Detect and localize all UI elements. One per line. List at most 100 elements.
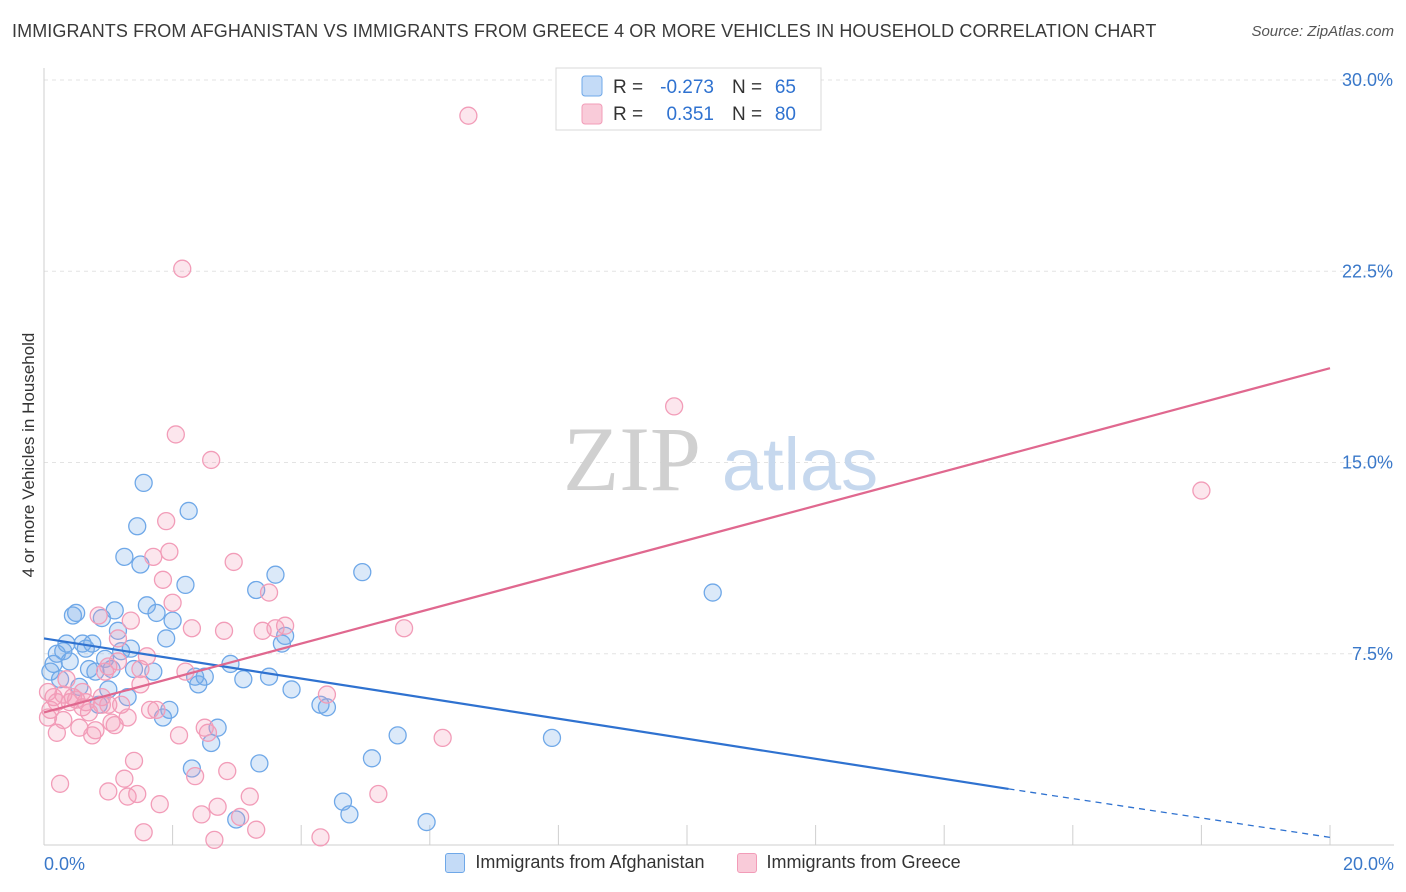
point-greece-34	[147, 700, 166, 719]
point-greece-24	[115, 769, 134, 788]
point-greece-33	[144, 547, 163, 566]
point-greece-22	[108, 652, 128, 671]
point-greece-26	[121, 611, 140, 630]
point-greece-32	[140, 700, 160, 719]
point-greece-15	[86, 721, 105, 740]
point-afghanistan-49	[259, 667, 279, 686]
point-greece-76	[108, 629, 128, 648]
point-greece-49	[202, 450, 221, 470]
point-afghanistan-46	[234, 670, 253, 689]
point-afghanistan-8	[67, 603, 86, 623]
point-greece-45	[185, 767, 205, 786]
stats-legend: R = -0.273 N = 65 R = 0.351 N = 80	[555, 67, 822, 131]
point-afghanistan-29	[134, 473, 153, 493]
y-tick-labels: 7.5% 15.0% 22.5% 30.0%	[1342, 70, 1393, 664]
watermark-zip: ZIP	[563, 408, 701, 510]
point-greece-43	[176, 662, 195, 681]
point-greece-65	[394, 619, 414, 638]
point-greece-4	[50, 774, 70, 793]
point-greece-19	[99, 657, 118, 676]
chart-title: IMMIGRANTS FROM AFGHANISTAN VS IMMIGRANT…	[12, 21, 1157, 41]
point-greece-50	[205, 830, 224, 850]
point-greece-18	[95, 662, 115, 681]
legend-label-afghanistan: Immigrants from Afghanistan	[475, 852, 705, 872]
series-legend: Immigrants from Afghanistan Immigrants f…	[0, 852, 1406, 873]
point-afghanistan-53	[282, 680, 301, 699]
point-greece-52	[214, 621, 234, 640]
point-afghanistan-38	[179, 501, 198, 521]
point-greece-6	[57, 670, 76, 689]
point-greece-69	[1192, 481, 1211, 500]
point-afghanistan-35	[160, 700, 179, 719]
x-tick-label-min: 0.0%	[44, 854, 85, 874]
axes	[43, 68, 1394, 846]
point-greece-56	[240, 787, 259, 806]
point-greece-46	[192, 805, 211, 824]
legend-swatch-greece	[736, 852, 757, 873]
trend-line-afghanistan	[43, 637, 1009, 790]
stats-swatch-afghanistan	[581, 75, 603, 97]
y-tick-label-3: 30.0%	[1342, 70, 1393, 90]
stats-r-value-afghanistan: -0.273	[660, 77, 714, 98]
point-afghanistan-63	[703, 583, 722, 602]
point-afghanistan-58	[353, 563, 372, 582]
point-afghanistan-27	[128, 517, 147, 536]
point-greece-66	[433, 728, 452, 748]
point-afghanistan-48	[250, 754, 269, 773]
point-greece-64	[369, 784, 388, 804]
point-greece-72	[47, 723, 67, 742]
point-afghanistan-43	[202, 733, 221, 753]
point-greece-16	[89, 606, 108, 625]
point-afghanistan-42	[195, 667, 214, 686]
trend-line-afghanistan-extension	[1008, 788, 1331, 838]
legend-item-afghanistan: Immigrants from Afghanistan	[445, 852, 705, 873]
point-greece-40	[166, 425, 185, 444]
point-greece-14	[83, 726, 102, 745]
point-greece-28	[128, 784, 147, 804]
point-afghanistan-36	[163, 611, 182, 630]
point-afghanistan-50	[266, 565, 285, 584]
point-afghanistan-3	[50, 670, 70, 689]
point-greece-44	[182, 619, 202, 638]
point-greece-61	[275, 616, 295, 635]
point-greece-36	[153, 570, 173, 589]
trend-line-greece	[43, 367, 1331, 714]
legend-swatch-afghanistan	[445, 852, 466, 873]
point-afghanistan-57	[340, 805, 359, 824]
point-afghanistan-30	[137, 596, 157, 615]
y-tick-label-0: 7.5%	[1352, 644, 1393, 664]
watermark-atlas: atlas	[722, 423, 878, 506]
point-greece-38	[160, 542, 179, 561]
point-afghanistan-60	[388, 726, 407, 745]
stats-r-label-greece: R =	[613, 104, 643, 125]
point-greece-47	[195, 718, 214, 737]
point-greece-54	[224, 552, 243, 572]
point-greece-55	[230, 807, 250, 827]
point-greece-67	[459, 106, 478, 125]
point-greece-78	[131, 659, 150, 679]
point-greece-63	[317, 685, 337, 704]
point-afghanistan-34	[157, 629, 176, 648]
point-afghanistan-26	[124, 659, 144, 679]
point-greece-75	[99, 782, 118, 801]
stats-n-value-greece: 80	[775, 104, 796, 125]
point-afghanistan-20	[105, 601, 124, 620]
point-afghanistan-44	[208, 718, 227, 737]
y-tick-label-1: 15.0%	[1342, 453, 1393, 473]
point-greece-35	[150, 795, 169, 814]
point-afghanistan-7	[63, 606, 83, 625]
point-greece-53	[218, 761, 237, 781]
point-afghanistan-62	[542, 728, 562, 748]
grid-lines	[44, 79, 1390, 655]
stats-r-label-afghanistan: R =	[613, 77, 643, 98]
point-greece-51	[208, 797, 227, 816]
stats-n-value-afghanistan: 65	[775, 77, 796, 98]
point-greece-30	[134, 823, 153, 842]
legend-label-greece: Immigrants from Greece	[766, 852, 961, 872]
point-greece-42	[173, 259, 192, 278]
y-tick-label-2: 22.5%	[1342, 261, 1393, 281]
data-points	[38, 106, 1211, 850]
stats-swatch-greece	[581, 103, 603, 125]
point-afghanistan-59	[362, 749, 382, 768]
